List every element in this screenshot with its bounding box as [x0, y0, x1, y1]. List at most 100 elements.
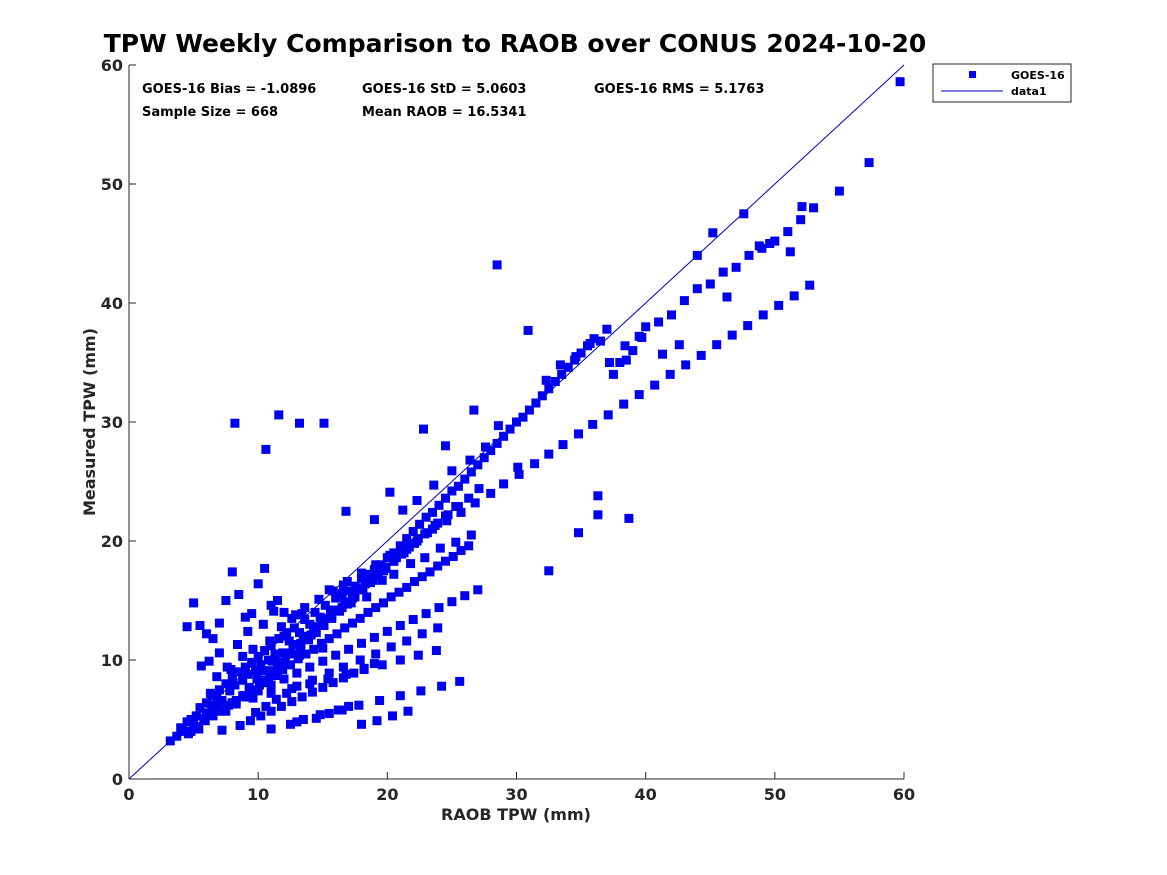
data-point	[398, 505, 408, 515]
data-point	[350, 592, 360, 602]
data-point	[270, 649, 280, 659]
data-point	[286, 719, 295, 729]
data-point	[292, 681, 302, 691]
chart-title: TPW Weekly Comparison to RAOB over CONUS…	[104, 29, 927, 58]
data-point	[743, 321, 753, 331]
data-point	[344, 586, 354, 596]
x-tick-label: 50	[764, 785, 786, 804]
data-point	[389, 569, 399, 579]
data-point	[428, 507, 437, 517]
data-point	[371, 603, 381, 613]
data-point	[230, 418, 240, 428]
data-point	[402, 582, 412, 592]
data-point	[544, 384, 554, 394]
data-point	[708, 228, 718, 238]
data-point	[349, 668, 359, 678]
data-point	[765, 239, 775, 248]
data-point	[240, 612, 250, 622]
data-point	[621, 355, 631, 365]
data-point	[434, 603, 444, 613]
data-point	[342, 577, 352, 586]
data-point	[182, 622, 192, 632]
data-point	[637, 333, 647, 342]
data-point	[226, 665, 236, 674]
data-point	[481, 442, 490, 452]
data-point	[225, 686, 235, 696]
data-point	[397, 549, 406, 559]
data-point	[214, 648, 224, 658]
data-point	[204, 656, 214, 666]
data-point	[319, 621, 329, 630]
data-point	[593, 510, 603, 520]
data-point	[212, 672, 222, 682]
data-point	[493, 421, 503, 431]
data-point	[318, 656, 328, 666]
data-point	[557, 369, 567, 379]
data-point	[514, 469, 524, 479]
data-point	[770, 236, 780, 246]
data-point	[355, 613, 365, 623]
data-point	[253, 579, 263, 589]
data-point	[360, 579, 370, 589]
data-point	[350, 587, 360, 597]
data-point	[266, 641, 276, 651]
data-point	[255, 680, 264, 690]
data-point	[305, 662, 315, 672]
data-point	[372, 716, 382, 726]
data-point	[574, 528, 583, 538]
data-point	[456, 546, 466, 555]
data-point	[369, 565, 379, 575]
data-point	[227, 673, 237, 683]
data-point	[224, 700, 233, 710]
data-point	[641, 322, 651, 332]
data-point	[247, 609, 257, 619]
data-point	[266, 600, 276, 610]
data-point	[221, 706, 231, 716]
data-point	[328, 586, 338, 596]
data-point	[435, 543, 445, 553]
data-point	[479, 453, 489, 463]
data-point	[443, 510, 453, 520]
data-point	[373, 571, 383, 580]
x-axis-label: RAOB TPW (mm)	[441, 805, 591, 824]
data-point	[530, 459, 540, 469]
y-axis-label: Measured TPW (mm)	[80, 328, 99, 516]
data-point	[415, 519, 425, 529]
data-point	[279, 607, 289, 617]
data-point	[455, 676, 465, 686]
data-point	[375, 696, 385, 705]
data-point	[466, 467, 476, 477]
stats-panel: GOES-16 Bias = -1.0896 GOES-16 StD = 5.0…	[142, 82, 764, 120]
data-point	[408, 527, 418, 536]
legend-marker-goes16	[969, 71, 976, 78]
data-point	[243, 626, 253, 636]
data-point	[319, 418, 329, 428]
data-point	[340, 623, 350, 633]
data-point	[221, 596, 231, 605]
data-point	[362, 592, 372, 602]
data-point	[338, 662, 348, 672]
data-point	[589, 334, 599, 344]
data-point	[289, 623, 299, 633]
data-point	[363, 569, 373, 579]
data-point	[385, 550, 395, 560]
data-point	[382, 626, 392, 636]
data-point	[278, 648, 288, 658]
data-point	[433, 561, 443, 571]
data-point	[278, 665, 288, 674]
data-point	[588, 419, 598, 429]
y-tick-label: 50	[101, 175, 123, 194]
data-point	[286, 660, 295, 670]
data-point	[357, 638, 366, 648]
data-point	[603, 410, 613, 420]
data-point	[464, 541, 474, 551]
data-point	[665, 369, 675, 379]
data-point	[576, 348, 586, 358]
data-point	[473, 460, 483, 470]
stat-std: GOES-16 StD = 5.0603	[362, 82, 526, 97]
data-point	[300, 603, 310, 613]
y-tick-label: 40	[101, 294, 123, 313]
data-point	[229, 680, 239, 690]
data-point	[441, 556, 450, 566]
data-point	[797, 202, 807, 212]
